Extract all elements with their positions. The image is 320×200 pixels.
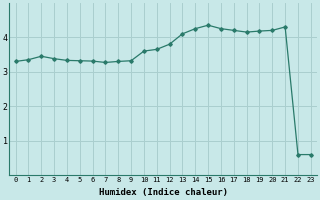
X-axis label: Humidex (Indice chaleur): Humidex (Indice chaleur) — [99, 188, 228, 197]
